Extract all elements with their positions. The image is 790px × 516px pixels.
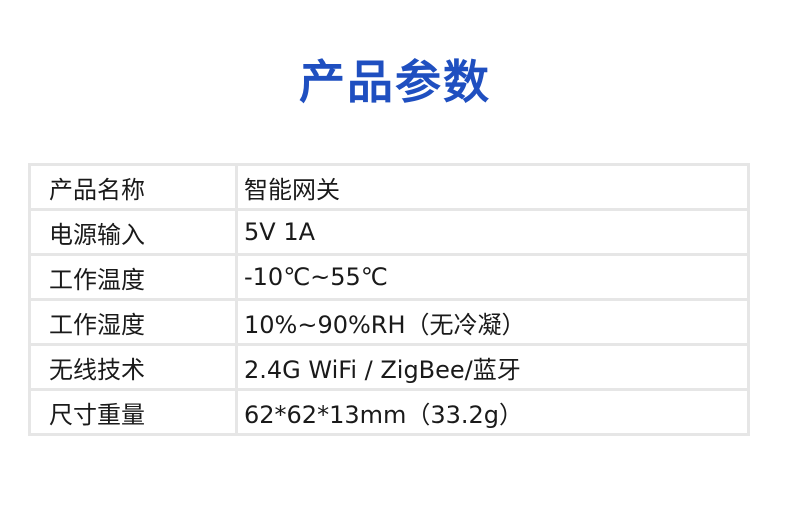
table-row: 无线技术 2.4G WiFi / ZigBee/蓝牙 — [28, 343, 750, 391]
row-label: 产品名称 — [28, 163, 238, 211]
table-row: 工作湿度 10%~90%RH（无冷凝） — [28, 298, 750, 346]
row-value: 10%~90%RH（无冷凝） — [235, 298, 750, 346]
row-label: 无线技术 — [28, 343, 238, 391]
row-label: 电源输入 — [28, 208, 238, 256]
spec-table: 产品名称 智能网关 电源输入 5V 1A 工作温度 -10℃~55℃ 工作湿度 10%~… — [28, 163, 750, 436]
row-value: 2.4G WiFi / ZigBee/蓝牙 — [235, 343, 750, 391]
table-row: 产品名称 智能网关 — [28, 163, 750, 211]
row-label: 尺寸重量 — [28, 388, 238, 436]
row-value: 62*62*13mm（33.2g） — [235, 388, 750, 436]
table-row: 尺寸重量 62*62*13mm（33.2g） — [28, 388, 750, 436]
row-value: 5V 1A — [235, 208, 750, 256]
page-title: 产品参数 — [299, 55, 491, 109]
table-row: 工作温度 -10℃~55℃ — [28, 253, 750, 301]
row-value: 智能网关 — [235, 163, 750, 211]
row-label: 工作湿度 — [28, 298, 238, 346]
row-label: 工作温度 — [28, 253, 238, 301]
table-row: 电源输入 5V 1A — [28, 208, 750, 256]
row-value: -10℃~55℃ — [235, 253, 750, 301]
